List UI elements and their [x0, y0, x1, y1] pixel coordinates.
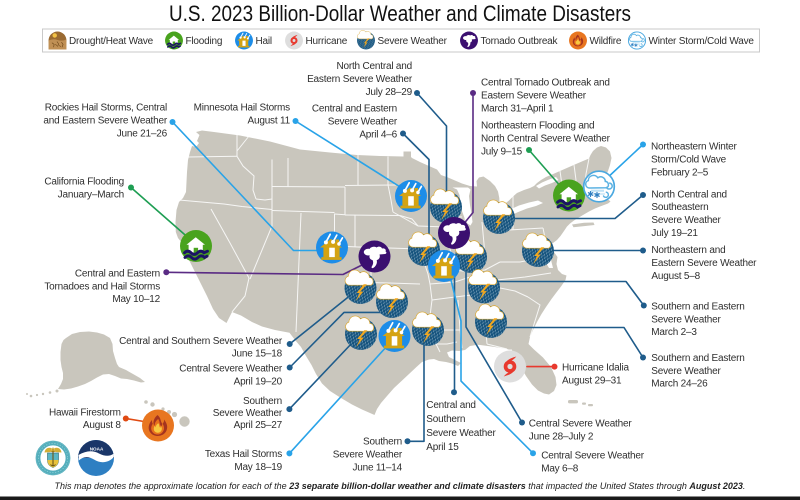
- svg-text:Central Severe Weather: Central Severe Weather: [179, 364, 283, 375]
- svg-text:March 2–3: March 2–3: [651, 327, 697, 338]
- svg-text:April 4–6: April 4–6: [359, 130, 397, 141]
- svg-text:Severe Weather: Severe Weather: [378, 36, 448, 47]
- svg-text:August 8: August 8: [83, 420, 122, 431]
- svg-text:April 15: April 15: [426, 442, 459, 453]
- svg-text:Hurricane Idalia: Hurricane Idalia: [562, 362, 629, 373]
- svg-text:Eastern Severe Weather: Eastern Severe Weather: [307, 74, 413, 85]
- svg-text:and Eastern Severe Weather: and Eastern Severe Weather: [43, 116, 167, 127]
- svg-text:June 28–July 2: June 28–July 2: [529, 432, 594, 443]
- svg-text:August 29–31: August 29–31: [562, 375, 622, 386]
- svg-text:Minnesota Hail Storms: Minnesota Hail Storms: [194, 102, 291, 113]
- svg-text:Severe Weather: Severe Weather: [651, 314, 721, 325]
- svg-text:Hawaii Firestorm: Hawaii Firestorm: [49, 408, 121, 419]
- svg-text:March 31–April 1: March 31–April 1: [481, 104, 554, 115]
- svg-text:August 5–8: August 5–8: [651, 271, 700, 282]
- svg-text:Storm/Cold Wave: Storm/Cold Wave: [651, 155, 727, 166]
- svg-text:Severe Weather: Severe Weather: [213, 408, 283, 419]
- svg-text:Southeastern: Southeastern: [651, 202, 708, 213]
- svg-text:July 19–21: July 19–21: [651, 228, 698, 239]
- svg-text:Tornadoes and Hail Storms: Tornadoes and Hail Storms: [44, 281, 160, 292]
- svg-text:Southern: Southern: [363, 437, 402, 448]
- svg-text:Central Severe Weather: Central Severe Weather: [529, 419, 633, 430]
- svg-text:Central Tornado Outbreak and: Central Tornado Outbreak and: [481, 78, 610, 89]
- svg-text:Hail: Hail: [256, 36, 272, 47]
- svg-text:U.S. 2023 Billion-Dollar Weath: U.S. 2023 Billion-Dollar Weather and Cli…: [169, 1, 631, 26]
- svg-text:February 2–5: February 2–5: [651, 168, 709, 179]
- svg-text:June 11–14: June 11–14: [352, 463, 402, 474]
- svg-text:Central and Eastern: Central and Eastern: [75, 269, 160, 280]
- svg-text:January–March: January–March: [58, 190, 124, 201]
- svg-text:Central and Eastern: Central and Eastern: [312, 104, 397, 115]
- svg-text:July 9–15: July 9–15: [481, 147, 523, 158]
- svg-text:Northeastern and: Northeastern and: [651, 245, 725, 256]
- svg-text:Drought/Heat Wave: Drought/Heat Wave: [69, 36, 154, 47]
- svg-text:North Central and: North Central and: [651, 189, 727, 200]
- svg-text:June 15–18: June 15–18: [232, 349, 283, 360]
- svg-text:Eastern Severe Weather: Eastern Severe Weather: [651, 258, 757, 269]
- svg-text:Flooding: Flooding: [186, 36, 223, 47]
- svg-text:April 25–27: April 25–27: [234, 420, 283, 431]
- svg-text:May 6–8: May 6–8: [541, 463, 579, 474]
- svg-text:Severe Weather: Severe Weather: [426, 428, 496, 439]
- svg-text:North Central and: North Central and: [336, 61, 412, 72]
- svg-text:Eastern Severe Weather: Eastern Severe Weather: [481, 91, 587, 102]
- svg-text:Tornado Outbreak: Tornado Outbreak: [481, 36, 559, 47]
- svg-text:June 21–26: June 21–26: [117, 129, 168, 140]
- svg-text:Severe Weather: Severe Weather: [328, 117, 398, 128]
- svg-text:Southern: Southern: [426, 414, 465, 425]
- svg-text:Severe Weather: Severe Weather: [651, 366, 721, 377]
- svg-text:Southern and Eastern: Southern and Eastern: [651, 353, 744, 364]
- svg-text:Northeastern Flooding and: Northeastern Flooding and: [481, 121, 594, 132]
- svg-text:Wildfire: Wildfire: [590, 36, 622, 47]
- svg-text:Northeastern Winter: Northeastern Winter: [651, 142, 738, 153]
- svg-text:Central Severe Weather: Central Severe Weather: [541, 451, 645, 462]
- svg-text:Central and: Central and: [426, 400, 476, 411]
- svg-text:May 10–12: May 10–12: [112, 294, 160, 305]
- svg-text:North Central Severe Weather: North Central Severe Weather: [481, 134, 611, 145]
- svg-text:California Flooding: California Flooding: [44, 177, 124, 188]
- svg-text:Southern and Eastern: Southern and Eastern: [651, 302, 744, 313]
- svg-text:Southern: Southern: [243, 396, 282, 407]
- svg-text:April 19–20: April 19–20: [234, 376, 283, 387]
- svg-text:Winter Storm/Cold Wave: Winter Storm/Cold Wave: [649, 36, 755, 47]
- svg-text:August 11: August 11: [248, 115, 291, 126]
- svg-text:Severe Weather: Severe Weather: [333, 450, 403, 461]
- svg-text:Texas Hail Storms: Texas Hail Storms: [205, 449, 282, 460]
- svg-text:Central and Southern Severe We: Central and Southern Severe Weather: [119, 336, 283, 347]
- svg-text:Severe Weather: Severe Weather: [651, 215, 721, 226]
- svg-text:Rockies Hail Storms, Central: Rockies Hail Storms, Central: [45, 103, 167, 114]
- svg-text:July 28–29: July 28–29: [366, 87, 413, 98]
- svg-text:NOAA: NOAA: [90, 447, 104, 452]
- svg-text:May 18–19: May 18–19: [234, 462, 282, 473]
- svg-text:Hurricane: Hurricane: [306, 36, 348, 47]
- svg-text:March 24–26: March 24–26: [651, 378, 708, 389]
- svg-text:This map denotes the approxima: This map denotes the approximate locatio…: [55, 481, 746, 491]
